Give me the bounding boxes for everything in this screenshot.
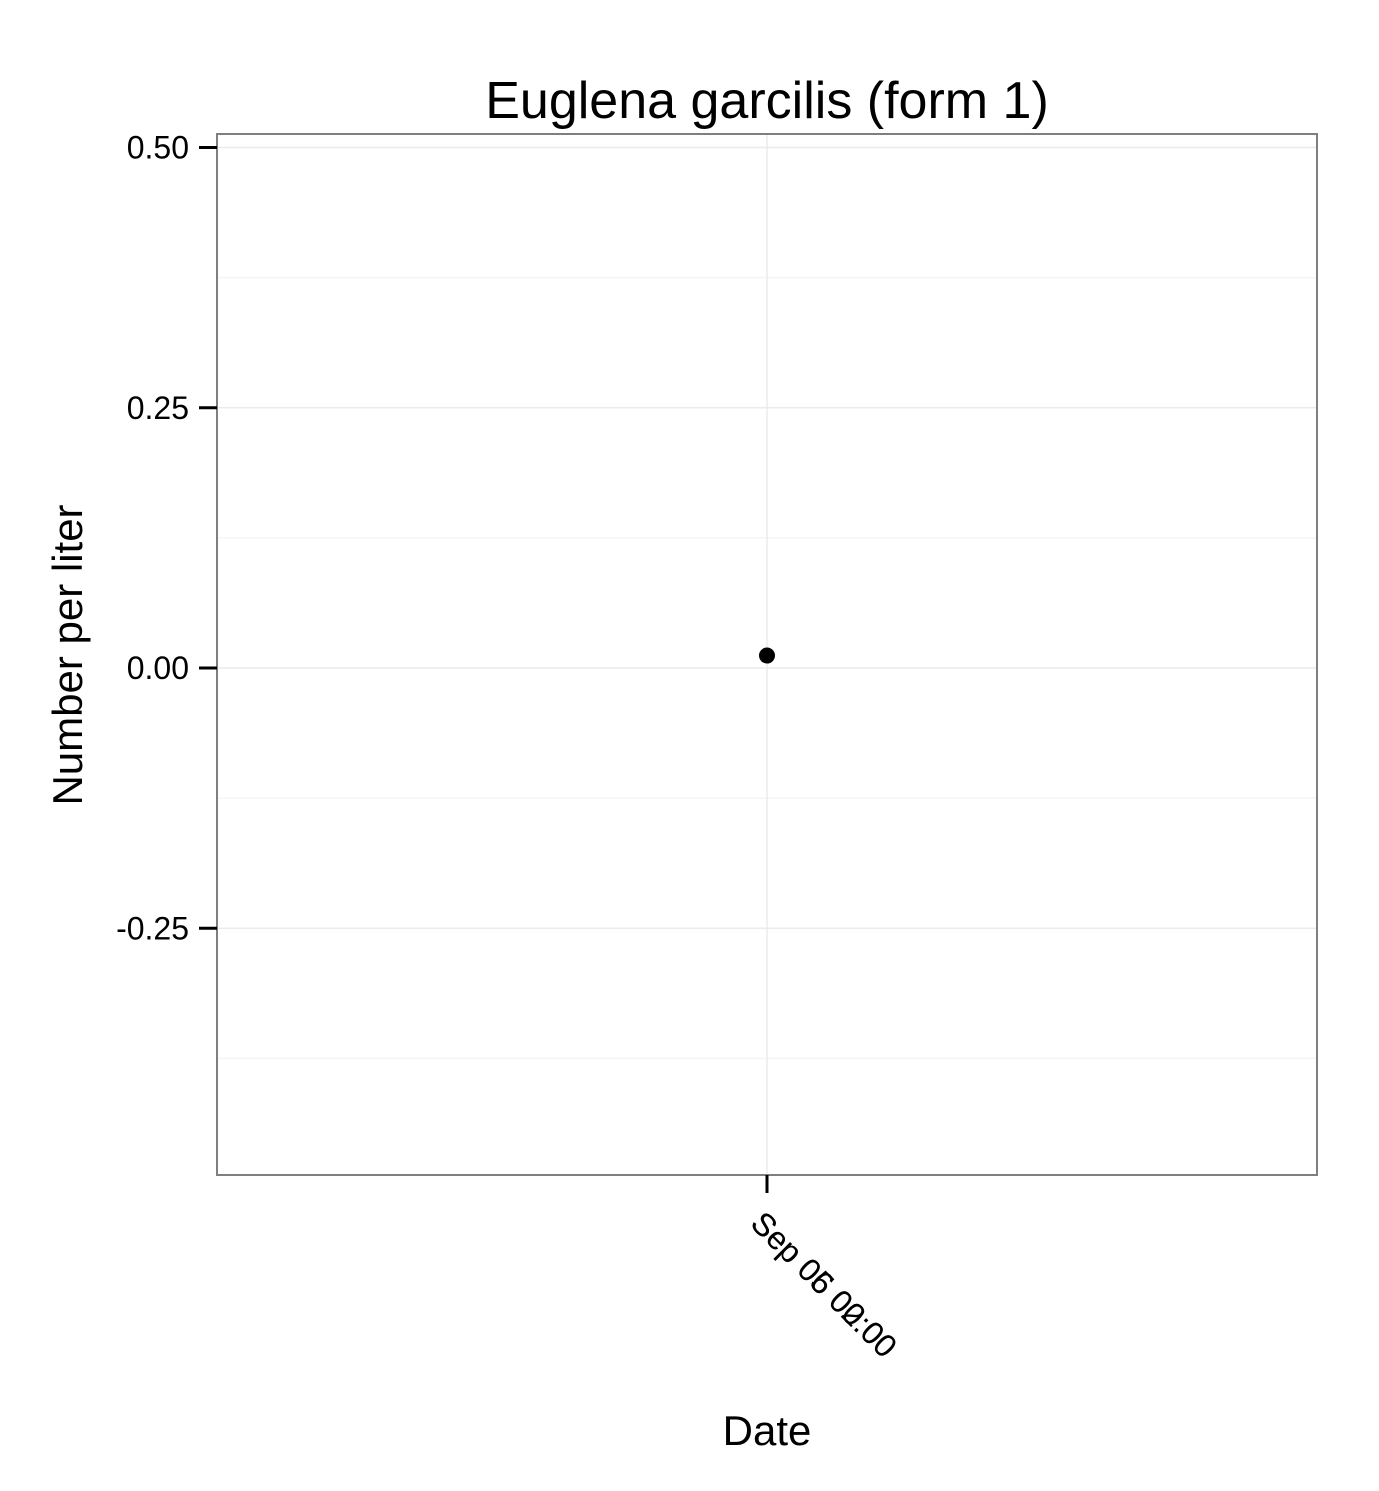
y-axis: 0.50 0.25 0.00 -0.25: [116, 130, 217, 946]
x-axis-title: Date: [723, 1407, 812, 1454]
data-points: [759, 647, 775, 664]
x-tick-label: Sep 06 00:00: [744, 1204, 904, 1364]
y-axis-title: Number per liter: [44, 504, 91, 805]
y-tick-label: 0.50: [127, 130, 189, 166]
y-tick-label: 0.00: [127, 650, 189, 686]
data-point: [759, 647, 775, 664]
chart-title: Euglena garcilis (form 1): [485, 72, 1049, 130]
y-tick-label: -0.25: [116, 910, 189, 946]
y-tick-label: 0.25: [127, 390, 189, 426]
